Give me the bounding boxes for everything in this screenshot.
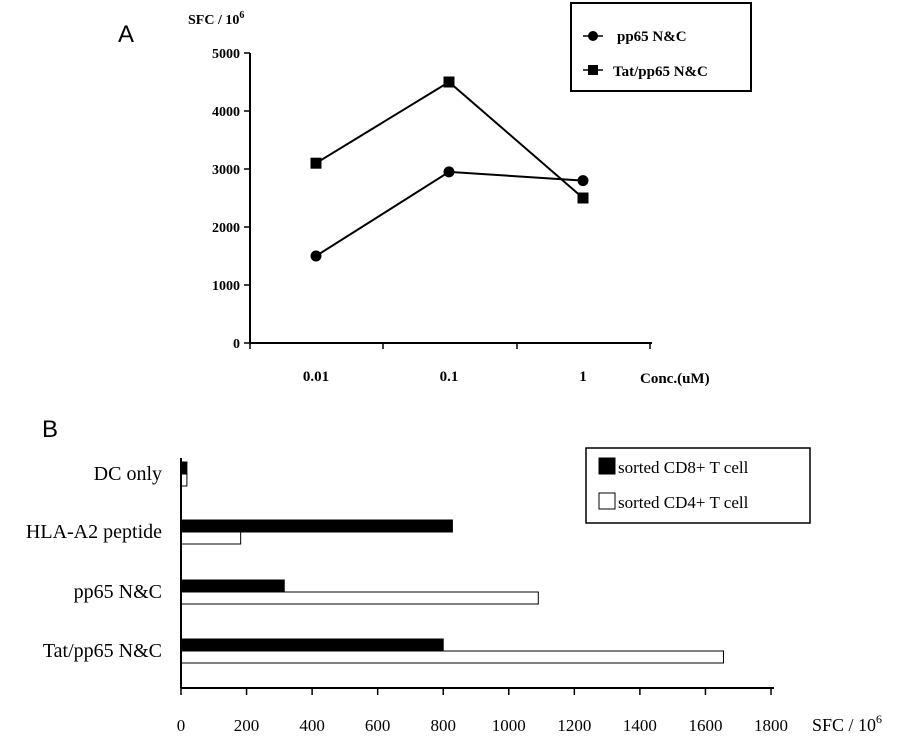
x-tick-label: 1200 bbox=[557, 716, 591, 735]
y-tick-label: 0 bbox=[233, 337, 240, 352]
y-tick-label: 2000 bbox=[212, 221, 240, 236]
data-point bbox=[310, 157, 322, 169]
panel-b-x-ticks: 0 200 400 600 800 1000 1200 1400 1600 1800 bbox=[177, 688, 788, 735]
data-point bbox=[443, 166, 455, 178]
category-label: pp65 N&C bbox=[74, 581, 162, 603]
panel-a-plot-area bbox=[310, 76, 589, 262]
x-tick-label: 0.01 bbox=[303, 369, 329, 385]
bar bbox=[180, 591, 539, 605]
x-tick-label: 600 bbox=[365, 716, 391, 735]
y-tick-label: 3000 bbox=[212, 163, 240, 178]
legend-label-cd8: sorted CD8+ T cell bbox=[618, 458, 749, 477]
legend-box bbox=[570, 2, 752, 92]
data-point bbox=[443, 76, 455, 88]
x-tick-label: 400 bbox=[299, 716, 325, 735]
x-tick-label: 1400 bbox=[623, 716, 657, 735]
x-tick-label: 0 bbox=[177, 716, 186, 735]
square-marker-icon bbox=[588, 65, 598, 75]
panel-b-category-labels: DC only HLA-A2 peptide pp65 N&C Tat/pp65 N&… bbox=[26, 463, 162, 662]
panel-a-legend: pp65 N&C Tat/pp65 N&C bbox=[570, 2, 752, 92]
legend-label-pp65: pp65 N&C bbox=[617, 29, 687, 45]
panel-a-x-axis-title: Conc.(uM) bbox=[640, 371, 710, 387]
y-tick-label: 1000 bbox=[212, 279, 240, 294]
legend-label-tat-pp65: Tat/pp65 N&C bbox=[613, 64, 708, 80]
series-line bbox=[315, 170, 584, 257]
y-tick-label: 5000 bbox=[212, 47, 240, 62]
empty-swatch-icon bbox=[598, 492, 616, 510]
y-tick-label: 4000 bbox=[212, 105, 240, 120]
panel-b-x-axis-title: SFC / 106 bbox=[812, 712, 882, 735]
x-tick-label: 0.1 bbox=[440, 369, 459, 385]
x-tick-label: 1600 bbox=[688, 716, 722, 735]
panel-a-x-ticks: 0.01 0.1 1 bbox=[249, 343, 651, 385]
bar bbox=[180, 650, 724, 664]
bar bbox=[180, 519, 453, 533]
category-label: Tat/pp65 N&C bbox=[43, 640, 162, 662]
x-tick-label: 1800 bbox=[754, 716, 788, 735]
filled-swatch-icon bbox=[598, 457, 616, 475]
panel-b-label: B bbox=[42, 416, 58, 443]
bar bbox=[180, 531, 242, 545]
data-point bbox=[577, 175, 589, 187]
legend-label-cd4: sorted CD4+ T cell bbox=[618, 493, 749, 512]
data-point bbox=[310, 250, 322, 262]
category-label: DC only bbox=[94, 463, 162, 485]
data-point bbox=[577, 192, 589, 204]
series-line bbox=[315, 80, 584, 199]
panel-a-y-axis-title: SFC / 106 bbox=[188, 10, 244, 28]
x-tick-label: 1 bbox=[579, 369, 587, 385]
legend-box bbox=[585, 447, 811, 524]
x-tick-label: 800 bbox=[430, 716, 456, 735]
panel-b-bars bbox=[180, 461, 724, 664]
x-tick-label: 1000 bbox=[492, 716, 526, 735]
circle-marker-icon bbox=[588, 31, 598, 41]
bar bbox=[180, 579, 285, 593]
panel-a-label: A bbox=[118, 21, 134, 48]
panel-a-y-ticks: 0 1000 2000 3000 4000 5000 bbox=[212, 47, 250, 352]
panel-b-legend: sorted CD8+ T cell sorted CD4+ T cell bbox=[585, 447, 811, 524]
x-tick-label: 200 bbox=[234, 716, 260, 735]
category-label: HLA-A2 peptide bbox=[26, 521, 162, 543]
bar bbox=[180, 638, 444, 652]
